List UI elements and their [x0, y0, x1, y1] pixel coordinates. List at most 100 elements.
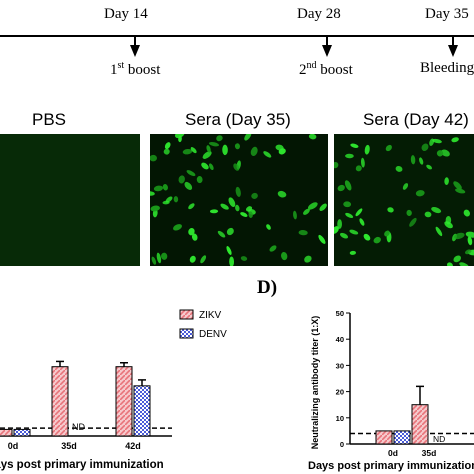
cell-mark	[164, 142, 171, 150]
arrow-down-icon	[134, 36, 136, 46]
cell-mark	[153, 185, 164, 192]
cell-mark	[406, 209, 412, 217]
arrow-down-icon	[448, 45, 458, 57]
cell-mark	[355, 208, 363, 217]
cell-mark	[334, 161, 339, 169]
legend-swatch	[179, 328, 194, 339]
cell-mark	[432, 138, 442, 144]
y-tick-label: 0	[340, 440, 344, 449]
cell-mark	[228, 197, 236, 208]
cell-mark	[226, 246, 232, 255]
arrow-down-icon	[452, 36, 454, 46]
cell-mark	[189, 255, 196, 263]
cell-mark	[173, 196, 179, 203]
cell-mark	[364, 144, 370, 155]
cell-mark	[269, 245, 277, 252]
cell-mark	[355, 165, 362, 172]
timeline-day-28: Day 28	[297, 6, 341, 22]
cell-mark	[208, 142, 220, 147]
cell-mark	[184, 181, 193, 190]
cell-mark	[248, 211, 253, 218]
micrograph-title-pbs: PBS	[32, 110, 67, 129]
cell-mark	[200, 255, 207, 264]
cell-mark	[426, 164, 432, 170]
cell-mark	[421, 143, 429, 152]
cell-mark	[196, 175, 203, 184]
cell-mark	[343, 201, 352, 208]
micrograph-pbs	[0, 134, 140, 266]
cell-mark	[350, 143, 359, 148]
x-tick-label: 42d	[125, 441, 141, 451]
cell-mark	[467, 236, 473, 246]
bar-zikv	[115, 366, 133, 437]
micrograph-title-day42: Sera (Day 42)	[363, 110, 469, 129]
cell-mark	[410, 155, 416, 165]
x-tick-label: 35d	[61, 441, 77, 451]
cell-mark	[266, 224, 271, 230]
cell-mark	[150, 191, 155, 196]
cell-mark	[431, 206, 442, 214]
cell-mark	[344, 180, 352, 191]
y-axis-label: Neutralizing antibody titer (1:X)	[310, 316, 320, 450]
cell-mark	[337, 219, 342, 229]
cell-mark	[277, 190, 287, 198]
cell-mark	[202, 151, 212, 159]
cell-mark	[263, 151, 272, 158]
cell-mark	[201, 162, 209, 170]
cell-mark	[162, 184, 168, 191]
cell-mark	[293, 210, 297, 220]
cell-mark	[240, 256, 248, 261]
cell-mark	[385, 144, 392, 152]
cell-mark	[402, 183, 409, 190]
cell-mark	[235, 186, 241, 197]
timeline-axis	[0, 35, 474, 37]
cell-mark	[447, 262, 453, 266]
chart-panel-d: 0 10 20 30 40 50 0d ND 35d Days post primary immu…	[308, 309, 474, 472]
cell-mark	[436, 150, 444, 157]
cell-mark	[334, 226, 339, 234]
cell-mark	[453, 255, 462, 263]
cell-mark	[182, 148, 193, 155]
cell-mark	[308, 134, 317, 140]
cell-mark	[222, 144, 228, 156]
cell-mark	[216, 135, 223, 142]
not-detected-label: ND	[433, 434, 445, 444]
cell-mark	[250, 146, 258, 157]
cell-mark	[174, 134, 185, 139]
timeline-event-first-boost: 1st boost	[110, 60, 161, 78]
cell-mark	[163, 148, 170, 155]
cell-mark	[298, 230, 308, 236]
cell-mark	[395, 165, 403, 172]
timeline-day-35: Day 35	[425, 6, 469, 22]
cell-mark	[373, 236, 381, 244]
timeline-day-14: Day 14	[104, 6, 148, 22]
cell-mark	[424, 211, 432, 218]
cell-mark	[209, 209, 219, 214]
bar-denv	[13, 428, 31, 437]
timeline-event-second-boost: 2nd boost	[299, 60, 353, 78]
legend-label-zikv: ZIKV	[199, 310, 222, 321]
cell-mark	[234, 143, 240, 150]
cell-mark	[445, 215, 452, 225]
cell-mark	[384, 230, 390, 237]
cell-mark	[186, 170, 196, 177]
cell-mark	[419, 157, 424, 165]
cell-mark	[190, 147, 197, 154]
cell-mark	[217, 230, 226, 238]
cell-mark	[220, 203, 229, 210]
cell-mark	[150, 154, 157, 162]
cell-mark	[156, 252, 162, 264]
x-axis-label: Days post primary immunization	[0, 459, 164, 471]
legend-label-denv: DENV	[199, 329, 227, 340]
cell-mark	[251, 192, 258, 199]
cell-mark	[454, 232, 465, 240]
bar-zikv	[0, 428, 13, 437]
bar-denv	[393, 430, 411, 445]
legend-swatch	[179, 309, 194, 320]
cell-mark	[453, 181, 462, 190]
cell-mark	[359, 218, 365, 226]
cell-mark	[319, 203, 327, 211]
arrow-down-icon	[326, 36, 328, 46]
cell-mark	[303, 208, 310, 215]
cell-mark	[226, 227, 234, 236]
